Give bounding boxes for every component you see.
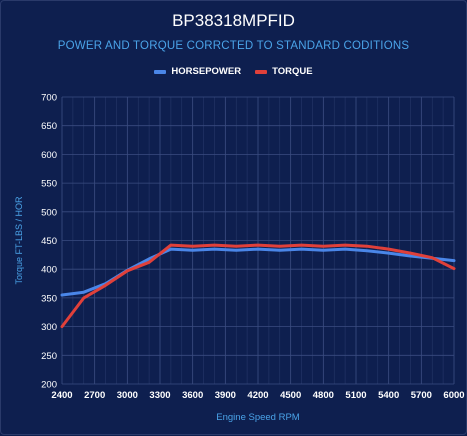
x-tick-label: 2700 [84, 390, 105, 401]
legend-label-torque: TORQUE [272, 66, 313, 77]
x-tick-label: 3300 [149, 390, 170, 401]
legend-item-torque[interactable]: TORQUE [255, 66, 313, 77]
legend-item-horsepower[interactable]: HORSEPOWER [154, 66, 241, 77]
series-line-torque [60, 243, 456, 329]
x-tick-label: 2400 [51, 390, 72, 401]
y-tick-label: 350 [41, 293, 57, 304]
x-tick-label: 3900 [215, 390, 236, 401]
x-tick-label: 3600 [182, 390, 203, 401]
x-tick-label: 5100 [345, 390, 366, 401]
y-tick-label: 600 [41, 150, 57, 161]
y-tick-label: 200 [41, 380, 57, 391]
y-tick-label: 650 [41, 121, 57, 132]
y-tick-label: 300 [41, 322, 57, 333]
x-tick-label: 6000 [443, 390, 464, 401]
y-tick-label: 500 [41, 207, 57, 218]
x-tick-label: 3000 [117, 390, 138, 401]
x-axis-label: Engine Speed RPM [216, 412, 300, 423]
x-tick-label: 5400 [378, 390, 399, 401]
x-tick-label: 4200 [247, 390, 268, 401]
x-tick-label: 5700 [411, 390, 432, 401]
y-tick-label: 400 [41, 265, 57, 276]
legend-label-horsepower: HORSEPOWER [171, 66, 242, 77]
x-tick-label: 4500 [280, 390, 301, 401]
y-tick-label: 250 [41, 351, 57, 362]
legend-swatch-torque [255, 69, 268, 74]
chart-title: BP38318MPFID [172, 11, 295, 30]
legend: HORSEPOWER TORQUE [1, 66, 466, 77]
y-axis-label: Torque FT-LBS / HOR [14, 196, 24, 285]
x-tick-label: 4800 [313, 390, 334, 401]
y-tick-label: 700 [41, 93, 57, 104]
chart-subtitle: POWER AND TORQUE CORRCTED TO STANDARD CO… [57, 40, 410, 52]
legend-swatch-horsepower [154, 69, 167, 74]
y-tick-label: 450 [41, 236, 57, 247]
y-tick-label: 550 [41, 179, 57, 190]
